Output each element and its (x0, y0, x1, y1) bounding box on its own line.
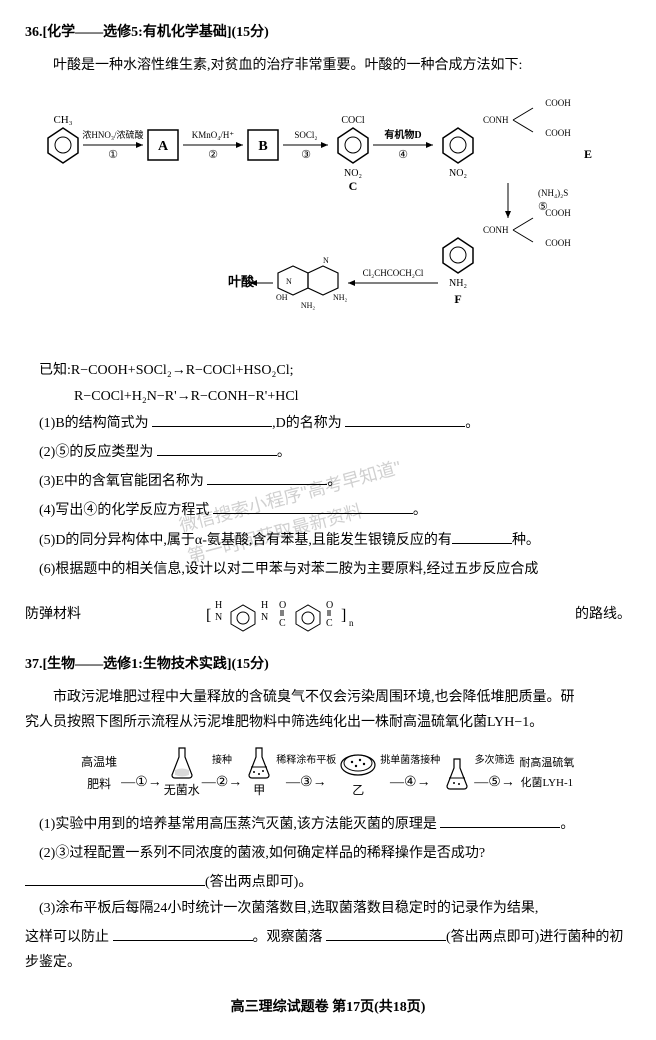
svg-text:A: A (158, 139, 169, 154)
svg-text:NH₂: NH₂ (449, 278, 467, 289)
svg-text:②: ② (208, 149, 218, 161)
svg-text:NO₂: NO₂ (344, 168, 362, 179)
q36-header: 36.[化学——选修5:有机化学基础](15分) (25, 20, 631, 45)
svg-text:NH₂: NH₂ (333, 293, 348, 302)
polymer-line: 防弹材料 [ H N H N O C O C ] n 的路线。 (25, 590, 631, 640)
svg-text:]: ] (341, 607, 346, 624)
svg-text:COOH: COOH (545, 208, 571, 218)
svg-text:④: ④ (398, 149, 408, 161)
svg-text:N: N (261, 612, 268, 623)
q37-header: 37.[生物——选修1:生物技术实践](15分) (25, 652, 631, 677)
svg-text:KMnO₄/H⁺: KMnO₄/H⁺ (192, 130, 235, 140)
svg-text:①: ① (108, 149, 118, 161)
q36-sub2: (2)⑤的反应类型为 。 (39, 440, 631, 465)
svg-text:H: H (261, 600, 268, 611)
svg-text:N: N (215, 612, 222, 623)
svg-text:E: E (584, 147, 592, 161)
q37-sub1: (1)实验中用到的培养基常用高压蒸汽灭菌,该方法能灭菌的原理是 。 (39, 812, 631, 837)
svg-text:F: F (454, 292, 461, 306)
svg-text:O: O (326, 600, 333, 611)
svg-text:叶酸: 叶酸 (228, 274, 255, 289)
q36-intro: 叶酸是一种水溶性维生素,对贫血的治疗非常重要。叶酸的一种合成方法如下: (25, 53, 631, 78)
svg-text:③: ③ (301, 149, 311, 161)
q37-sub3e: 步鉴定。 (25, 950, 631, 975)
q36-sub4: (4)写出④的化学反应方程式 。 (39, 498, 631, 523)
svg-text:[: [ (206, 607, 211, 624)
q36-sub3: (3)E中的含氧官能团名称为 。 (39, 469, 631, 494)
q36-reaction-scheme: CH₃ 浓HNO₃/浓硫酸 ① A KMnO₄/H⁺ ② B SOCl₂ ③ C… (25, 88, 631, 348)
q37-flow: 高温堆肥料 —①→ 无菌水 接种 —②→ 甲 稀释涂布平板 —③→ 乙 挑单菌落… (25, 745, 631, 802)
svg-text:C: C (349, 179, 358, 193)
svg-text:B: B (258, 139, 267, 154)
q36-sub1: (1)B的结构简式为 ,D的名称为 。 (39, 411, 631, 436)
svg-text:SOCl₂: SOCl₂ (294, 130, 317, 140)
svg-text:H: H (215, 600, 222, 611)
svg-text:COOH: COOH (545, 128, 571, 138)
q37-intro-b: 究人员按照下图所示流程从污泥堆肥物料中筛选纯化出一株耐高温硫氧化菌LYH−1。 (25, 710, 631, 735)
svg-text:C: C (326, 618, 333, 629)
svg-text:OH: OH (276, 293, 288, 302)
svg-text:CONH: CONH (483, 225, 509, 235)
q37-intro-a: 市政污泥堆肥过程中大量释放的含硫臭气不仅会污染周围环境,也会降低堆肥质量。研 (25, 685, 631, 710)
svg-text:NO₂: NO₂ (449, 168, 467, 179)
ch3-label: CH₃ (53, 114, 72, 126)
known-label: 已知:R−COOH+SOCl₂→R−COCl+HSO₂Cl; (39, 358, 631, 383)
svg-text:COOH: COOH (545, 238, 571, 248)
svg-text:COCl: COCl (341, 115, 365, 126)
svg-text:C: C (279, 618, 286, 629)
known-line2: R−COCl+H₂N−R'→R−CONH−R'+HCl (74, 384, 631, 409)
svg-text:浓HNO₃/浓硫酸: 浓HNO₃/浓硫酸 (82, 129, 143, 140)
svg-text:有机物D: 有机物D (384, 128, 421, 141)
q37-sub2-blank: (答出两点即可)。 (25, 870, 631, 895)
svg-text:N: N (286, 277, 292, 286)
page-footer: 高三理综试题卷 第17页(共18页) (25, 995, 631, 1020)
q37-sub3a: (3)涂布平板后每隔24小时统计一次菌落数目,选取菌落数目稳定时的记录作为结果, (39, 896, 631, 921)
svg-text:N: N (323, 256, 329, 265)
q37-sub2: (2)③过程配置一系列不同浓度的菌液,如何确定样品的稀释操作是否成功? (39, 841, 631, 866)
svg-text:CONH: CONH (483, 115, 509, 125)
svg-text:n: n (349, 618, 354, 628)
svg-text:(NH₄)₂S: (NH₄)₂S (538, 188, 568, 198)
q36-sub5: (5)D的同分异构体中,属于α-氨基酸,含有苯基,且能发生银镜反应的有种。 (39, 528, 631, 553)
q37-sub3b: 这样可以防止 。观察菌落 (答出两点即可)进行菌种的初 (25, 925, 631, 950)
svg-text:NH₂: NH₂ (301, 301, 316, 310)
q36-sub6: (6)根据题中的相关信息,设计以对二甲苯与对苯二胺为主要原料,经过五步反应合成 (39, 557, 631, 582)
svg-text:Cl₂CHCOCH₂Cl: Cl₂CHCOCH₂Cl (363, 268, 424, 278)
svg-text:COOH: COOH (545, 98, 571, 108)
svg-text:O: O (279, 600, 286, 611)
